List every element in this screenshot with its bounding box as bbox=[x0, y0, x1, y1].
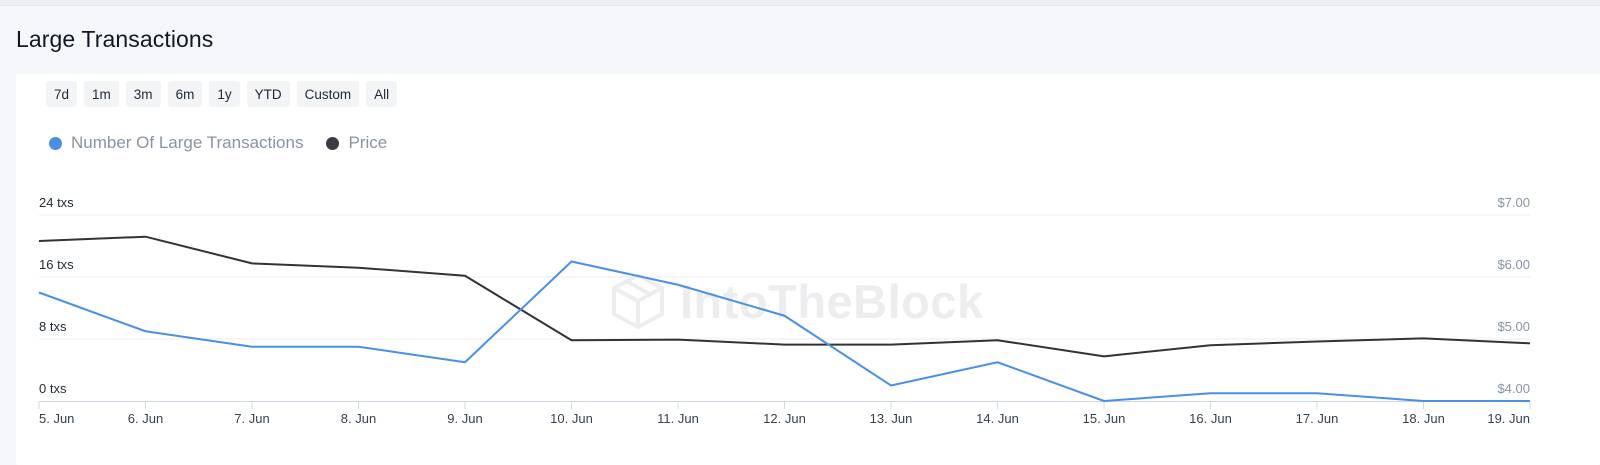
y-left-tick-label: 8 txs bbox=[39, 319, 67, 334]
time-range-selector: 7d 1m 3m 6m 1y YTD Custom All bbox=[46, 81, 398, 107]
x-tick-label: 12. Jun bbox=[763, 411, 806, 426]
legend-dot-price bbox=[326, 136, 340, 150]
legend-label-price: Price bbox=[348, 133, 388, 152]
legend-item-price[interactable]: Price bbox=[326, 133, 387, 153]
y-left-tick-label: 16 txs bbox=[39, 257, 74, 272]
x-tick-label: 19. Jun bbox=[1487, 411, 1530, 426]
legend-dot-transactions bbox=[49, 136, 62, 150]
legend-item-transactions[interactable]: Number Of Large Transactions bbox=[49, 133, 303, 153]
range-button-1m[interactable]: 1m bbox=[84, 81, 119, 107]
y-right-tick-label: $5.00 bbox=[1497, 319, 1530, 334]
chart-legend: Number Of Large Transactions Price bbox=[49, 133, 410, 153]
x-tick-label: 16. Jun bbox=[1189, 411, 1232, 426]
chart-card: 7d 1m 3m 6m 1y YTD Custom All Number Of Large T… bbox=[16, 74, 1600, 465]
range-button-ytd[interactable]: YTD bbox=[246, 81, 290, 107]
y-right-tick-label: $6.00 bbox=[1497, 257, 1530, 272]
range-button-custom[interactable]: Custom bbox=[296, 81, 360, 107]
y-left-tick-label: 24 txs bbox=[39, 195, 74, 210]
top-bar bbox=[0, 0, 1600, 6]
y-left-tick-label: 0 txs bbox=[39, 381, 67, 396]
x-tick-label: 9. Jun bbox=[447, 411, 482, 426]
x-tick-label: 13. Jun bbox=[870, 411, 913, 426]
chart-plot: 0 txs 8 txs 16 txs 24 txs $4.00 $5.00 $6.00 $7.… bbox=[38, 195, 1531, 426]
range-button-6m[interactable]: 6m bbox=[167, 81, 203, 107]
x-tick-label: 5. Jun bbox=[39, 411, 74, 426]
range-button-3m[interactable]: 3m bbox=[125, 81, 161, 107]
range-button-1y[interactable]: 1y bbox=[209, 81, 240, 107]
range-button-all[interactable]: All bbox=[366, 81, 398, 107]
x-tick-label: 17. Jun bbox=[1296, 411, 1339, 426]
x-tick-label: 6. Jun bbox=[128, 411, 163, 426]
y-right-tick-label: $7.00 bbox=[1497, 195, 1530, 210]
range-button-7d[interactable]: 7d bbox=[46, 81, 78, 107]
x-tick-label: 11. Jun bbox=[657, 411, 699, 426]
transactions-line bbox=[38, 260, 1530, 402]
page-title: Large Transactions bbox=[16, 26, 214, 52]
x-tick-label: 10. Jun bbox=[550, 411, 593, 426]
y-right-tick-label: $4.00 bbox=[1497, 381, 1530, 396]
x-tick-label: 8. Jun bbox=[341, 411, 376, 426]
x-tick-label: 18. Jun bbox=[1402, 411, 1445, 426]
x-tick-label: 15. Jun bbox=[1083, 411, 1126, 426]
legend-label-transactions: Number Of Large Transactions bbox=[71, 133, 304, 152]
x-tick-label: 14. Jun bbox=[976, 411, 1019, 426]
price-line bbox=[38, 235, 1531, 358]
x-tick-label: 7. Jun bbox=[234, 411, 269, 426]
